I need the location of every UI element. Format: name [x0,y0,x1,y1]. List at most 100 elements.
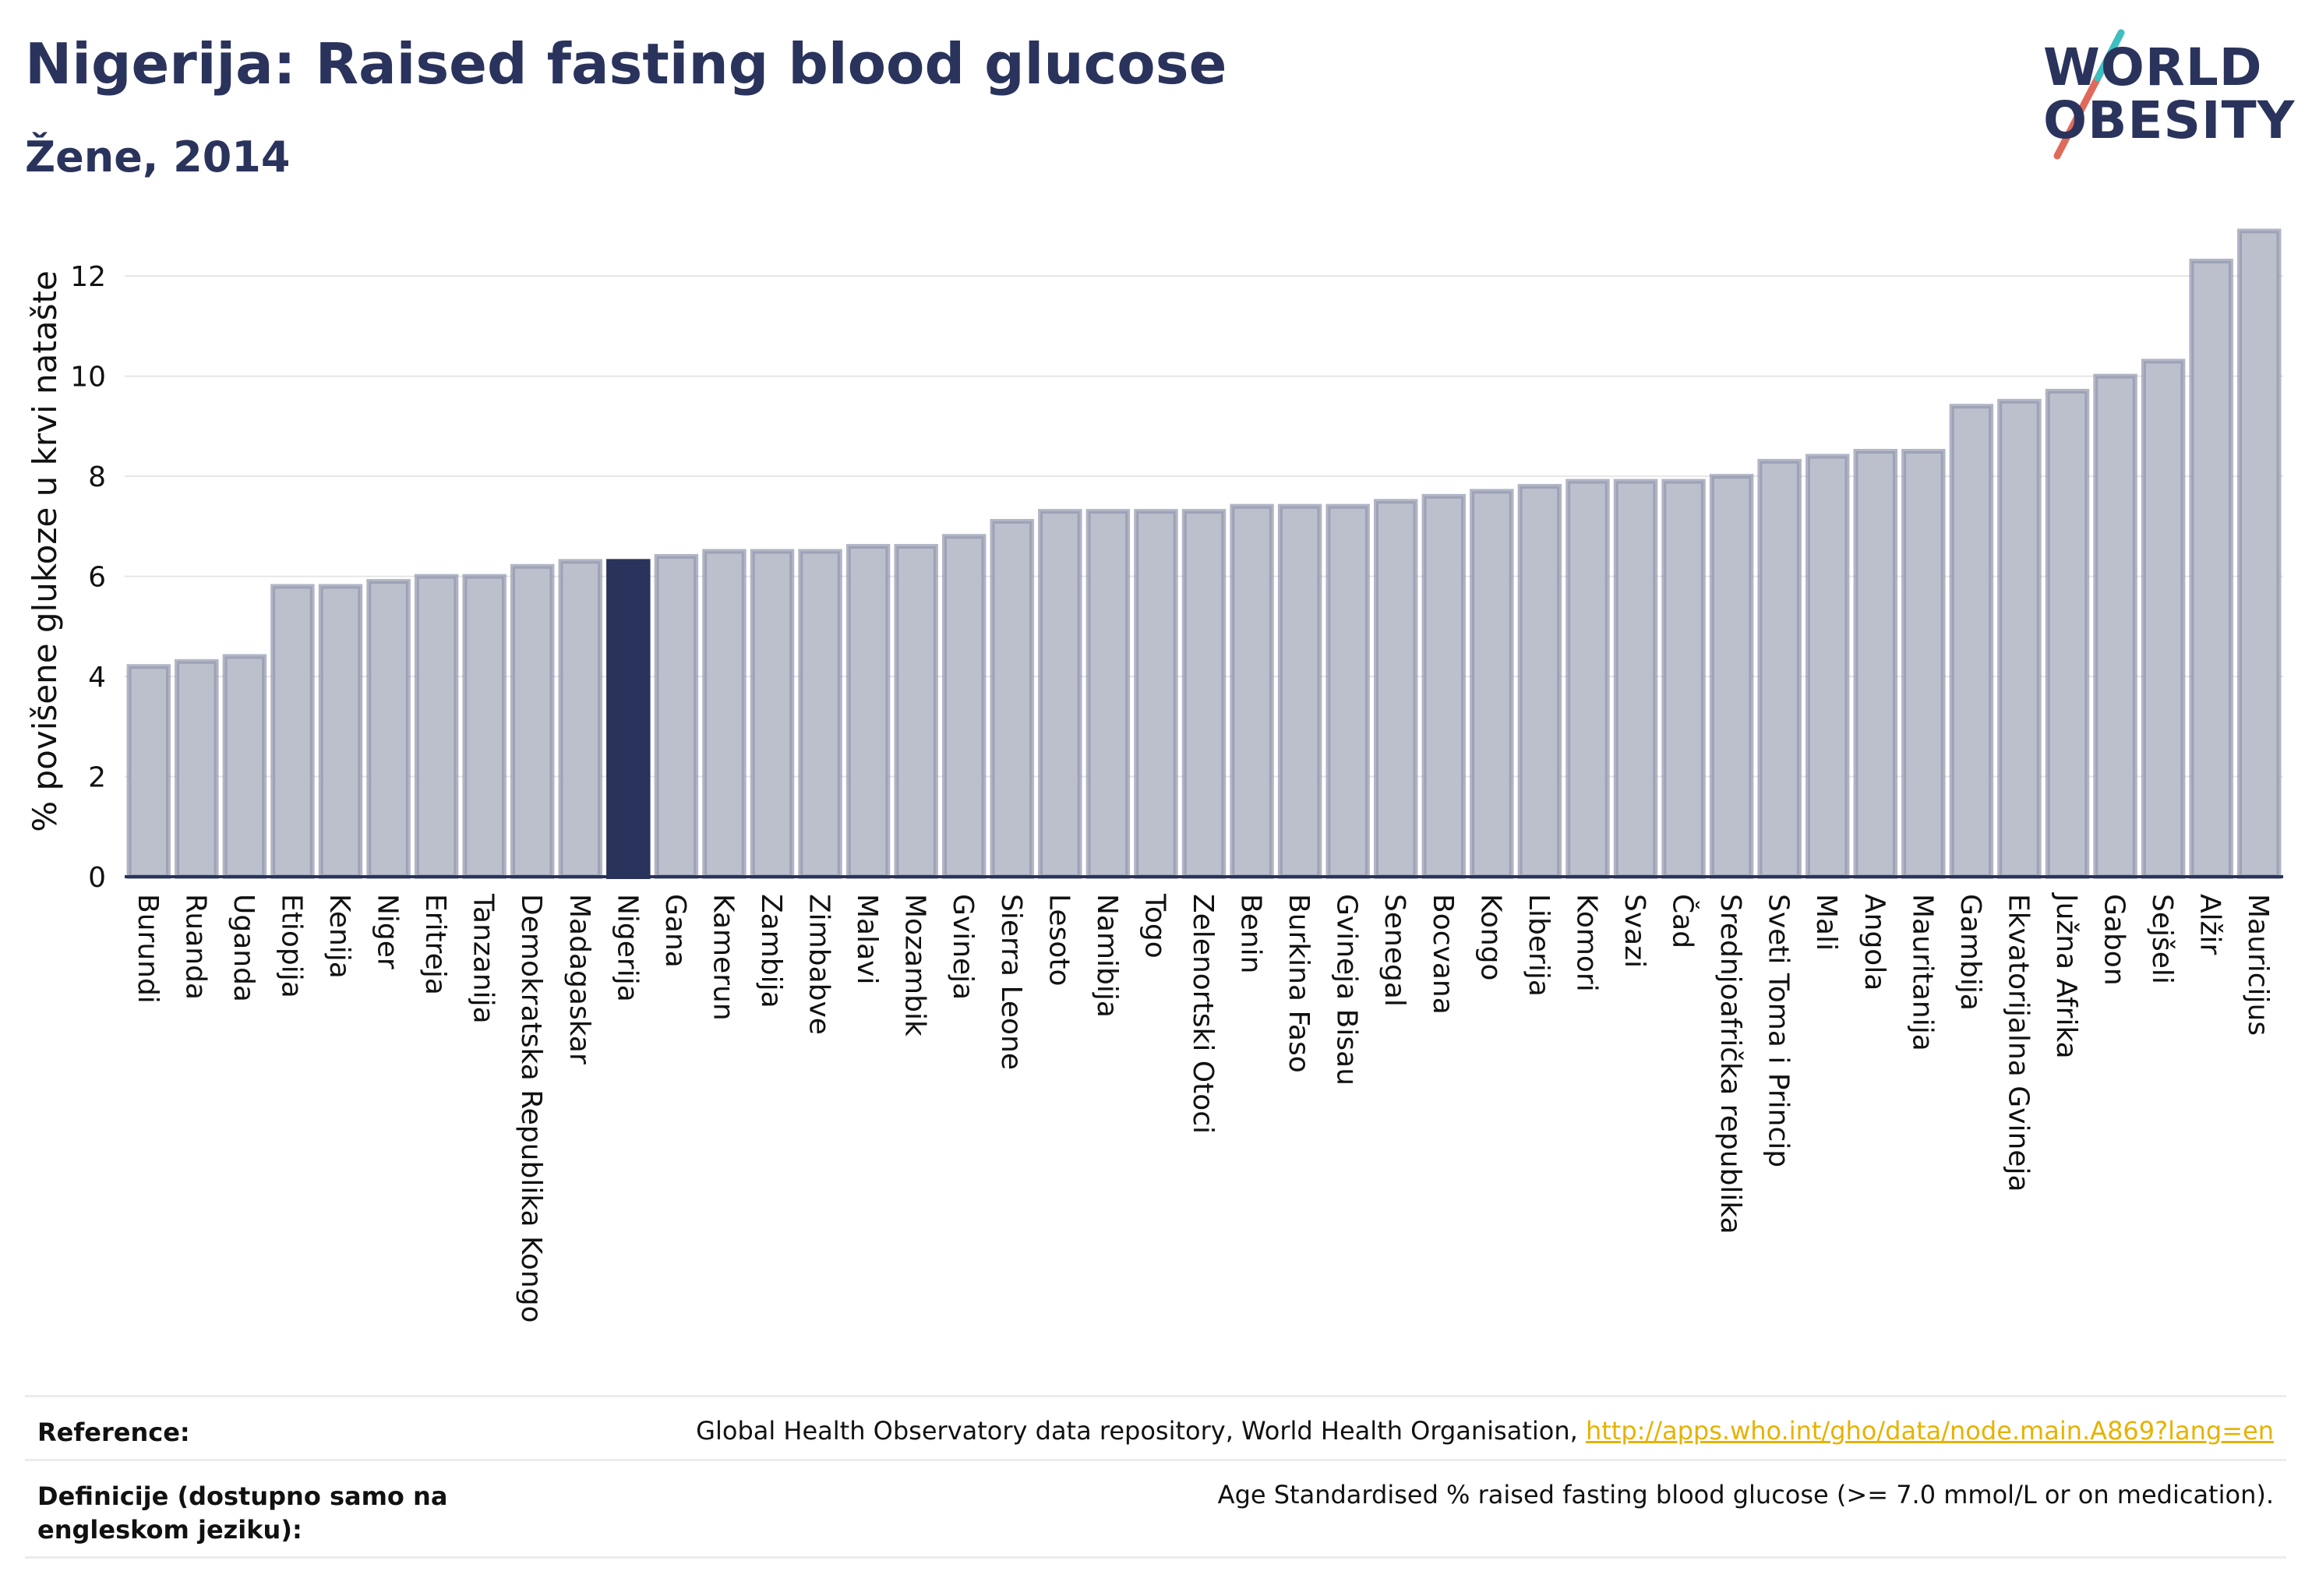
bar [845,544,891,879]
x-tick-label: Tanzanija [468,893,499,1024]
bar [2141,358,2186,879]
reference-link[interactable]: http://apps.who.int/gho/data/node.main.A… [1585,1416,2274,1446]
x-tick-label: Bocvana [1427,894,1459,1015]
x-tick-label: Gvineja Bisau [1331,894,1363,1086]
x-tick-label: Angola [1858,894,1890,990]
x-tick-label: Zambija [755,894,787,1008]
bar [1325,503,1370,879]
bar [702,549,747,879]
bar [366,579,411,879]
bar [1038,509,1082,879]
bar [990,518,1035,879]
bar [270,584,315,879]
logo-word-obesity: OBESITY [2043,90,2296,150]
definition-value: Age Standardised % raised fasting blood … [1217,1480,2274,1509]
x-tick-label: Etiopija [275,894,307,998]
bar [462,574,507,879]
bar [1470,489,1514,879]
bar [1373,499,1418,879]
x-tick-label: Demokratska Republika Kongo [515,894,547,1323]
x-tick-label: Gabon [2099,894,2130,986]
x-tick-label: Sejšeli [2146,894,2178,984]
x-tick-label: Gvineja [947,894,979,1000]
x-tick-label: Zimbabve [803,894,835,1035]
x-tick-label: Ekvatorijalna Gvineja [2002,894,2034,1192]
footer-definition-row: Definicije (dostupno samo na engleskom j… [25,1459,2286,1559]
x-tick-label: Namibija [1091,894,1123,1018]
y-tick-label: 8 [88,461,106,493]
bar [2236,228,2282,879]
bar [1613,478,1658,879]
bar [798,549,842,879]
logo-slash-icon [2053,29,2125,160]
x-tick-label: Mauritanija [1906,894,1938,1051]
x-tick-label: Čad [1667,894,1700,948]
bar [1134,509,1178,879]
x-tick-label: Eritreja [419,894,451,995]
y-tick-label: 0 [88,862,106,894]
bar [654,553,699,879]
x-tick-label: Mauricijus [2242,894,2274,1036]
bar [558,559,603,879]
page-subtitle: Žene, 2014 [25,132,291,182]
x-tick-label: Togo [1138,893,1170,959]
x-tick-label: Lesoto [1043,894,1075,987]
x-tick-label: Madagaskar [563,894,595,1065]
x-tick-label: Senegal [1378,894,1410,1007]
bar [750,549,795,879]
y-tick-label: 6 [88,562,106,594]
x-tick-label: Burundi [132,894,164,1004]
x-tick-label: Kongo [1474,894,1506,981]
bar [1565,478,1610,879]
bar [175,659,219,879]
x-tick-label: Gambija [1954,894,1986,1011]
y-tick-label: 2 [88,762,106,794]
x-tick-label: Mali [1810,894,1842,951]
bar [222,654,267,880]
x-tick-label: Gana [659,894,691,968]
bar [894,544,938,879]
x-tick-label: Kamerun [707,894,739,1021]
reference-text: Global Health Observatory data repositor… [696,1416,1586,1446]
bar [941,534,987,879]
bar [318,584,363,879]
bar [1421,493,1467,879]
x-tick-label: Uganda [228,894,259,1002]
x-tick-label: Liberija [1523,894,1555,997]
definition-label: Definicije (dostupno samo na engleskom j… [37,1481,448,1545]
footer-reference-row: Reference: Global Health Observatory dat… [25,1395,2286,1461]
bar [1997,398,2042,879]
page-title: Nigerija: Raised fasting blood glucose [25,31,1227,97]
bar [1709,474,1754,879]
x-tick-label: Ruanda [179,894,211,1000]
bar [1517,484,1562,879]
bar [2093,373,2137,879]
bar [126,664,171,879]
bar [1853,449,1898,879]
y-tick-label: 10 [70,362,106,394]
x-tick-label: Srednjoafrička republika [1714,894,1746,1234]
x-tick-label: Sveti Toma i Princip [1763,894,1795,1167]
reference-label: Reference: [37,1418,190,1447]
bar [1805,454,1850,879]
x-tick-label: Benin [1235,894,1267,973]
x-tick-label: Nigerija [611,894,643,1002]
x-tick-label: Svazi [1618,894,1650,968]
x-tick-label: Alžir [2194,894,2226,955]
bar-chart: 0 2 4 6 8 10 12% povišene glukoze u krvi nataš… [26,228,2283,1323]
x-tick-label: Komori [1570,894,1602,992]
x-tick-label: Malavi [851,894,883,985]
bar [2045,388,2090,879]
x-tick-label: Južna Afrika [2050,892,2082,1059]
x-tick-label: Mozambik [899,894,931,1036]
bar [1949,404,1994,879]
y-tick-label: 4 [88,662,106,694]
bar [606,559,651,879]
bar [2189,258,2233,879]
bar [414,574,459,879]
bar [510,563,555,879]
bar [1901,449,1946,879]
bar [1661,478,1706,879]
x-tick-label: Kenija [323,894,355,979]
bar [1277,503,1322,879]
